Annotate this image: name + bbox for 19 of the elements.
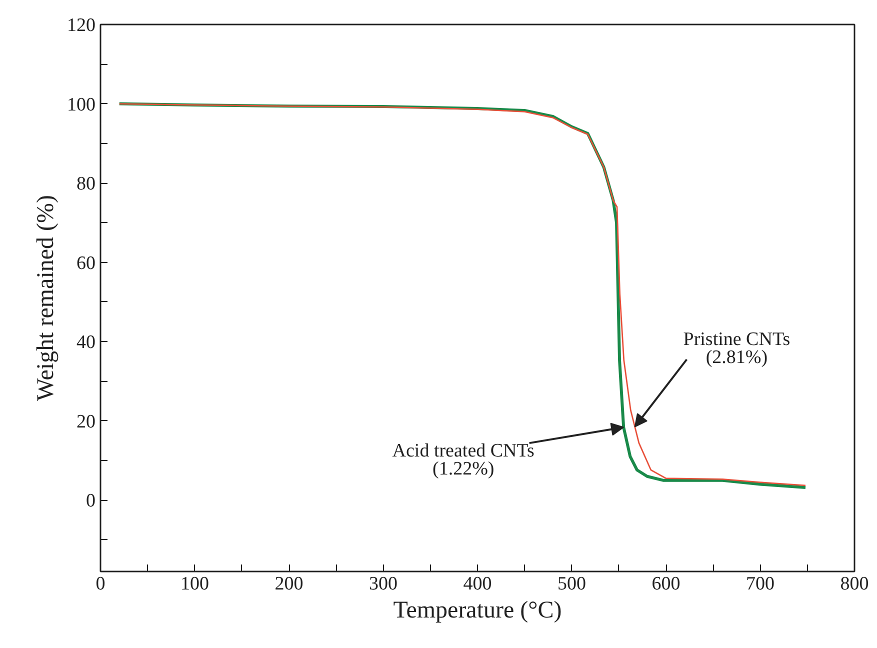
y-tick-label: 100 <box>67 94 96 116</box>
x-tick-label: 200 <box>274 574 304 594</box>
x-tick-label: 600 <box>652 574 680 594</box>
y-tick-label: 40 <box>76 332 96 354</box>
annotation: Acid treated CNTs (1.22%) <box>392 440 534 480</box>
x-tick-label: 100 <box>180 574 209 594</box>
annotation: Pristine CNTs (2.81%) <box>683 329 790 368</box>
y-tick-label: 20 <box>76 411 96 432</box>
x-tick-label: 800 <box>840 574 869 594</box>
y-axis-title: Weight remained (%) <box>33 195 59 401</box>
x-tick-label: 400 <box>463 574 492 594</box>
y-tick-label: 0 <box>86 490 96 512</box>
y-tick-label: 120 <box>67 15 96 36</box>
y-tick-label: 60 <box>76 252 96 274</box>
x-tick-label: 500 <box>558 574 586 594</box>
x-axis-title: Temperature (°C) <box>393 598 562 624</box>
y-tick-label: 80 <box>76 174 96 195</box>
x-tick-label: 300 <box>369 574 398 594</box>
x-tick-label: 700 <box>746 574 774 594</box>
